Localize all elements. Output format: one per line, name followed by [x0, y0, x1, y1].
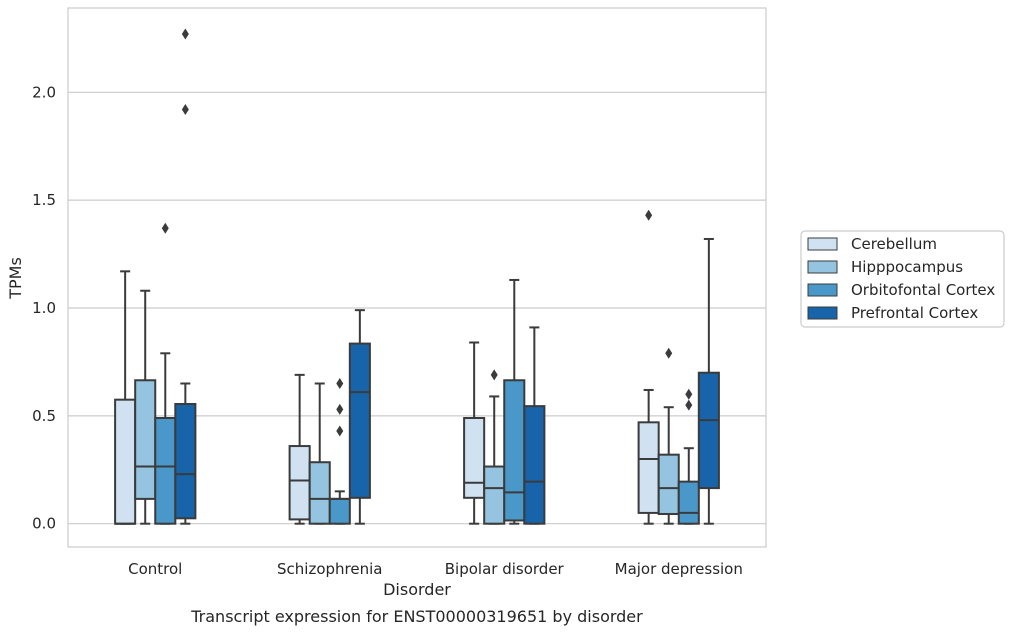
- box-orbitofontal-cortex: [677, 388, 700, 525]
- outlier-point: [336, 377, 344, 389]
- outlier-point: [161, 222, 169, 234]
- legend-label: Hipppocampus: [851, 258, 963, 276]
- box-hipppocampus: [483, 369, 506, 525]
- y-tick-label: 2.0: [32, 83, 56, 101]
- legend-label: Prefrontal Cortex: [851, 304, 978, 322]
- x-axis-ticks: Control Schizophrenia Bipolar disorder Majo…: [128, 560, 743, 578]
- legend-label: Orbitofontal Cortex: [851, 281, 995, 299]
- box-body: [174, 402, 197, 520]
- y-tick-label: 1.5: [32, 191, 56, 209]
- y-axis-ticks: 0.0 0.5 1.0 1.5 2.0: [32, 83, 56, 532]
- box-cerebellum: [114, 270, 137, 525]
- box-hipppocampus: [657, 347, 680, 525]
- box-orbitofontal-cortex: [328, 377, 351, 525]
- box-prefrontal-cortex: [348, 309, 371, 525]
- box-body: [657, 453, 680, 515]
- legend-swatch: [807, 306, 838, 320]
- box-prefrontal-cortex: [697, 237, 720, 525]
- x-axis-label: Disorder: [383, 580, 451, 599]
- legend-swatch: [807, 237, 838, 251]
- x-tick-label: Bipolar disorder: [445, 560, 565, 578]
- box-body: [348, 342, 371, 499]
- outlier-point: [336, 425, 344, 437]
- box-body: [463, 417, 486, 499]
- legend-label: Cerebellum: [851, 235, 937, 253]
- box-body: [637, 421, 660, 514]
- box-body: [328, 497, 351, 525]
- box-body: [523, 405, 546, 525]
- box-body: [134, 379, 157, 500]
- y-axis-label: TPMs: [6, 257, 25, 300]
- outlier-point: [181, 104, 189, 116]
- box-body: [114, 398, 137, 525]
- plot-area: [114, 28, 720, 525]
- legend-swatch: [807, 260, 838, 274]
- box-body: [483, 465, 506, 525]
- legend-frame: [800, 230, 1005, 328]
- chart-caption: Transcript expression for ENST0000031965…: [190, 607, 643, 626]
- legend: Cerebellum Hipppocampus Orbitofontal Corte…: [800, 230, 1005, 328]
- y-tick-label: 1.0: [32, 299, 56, 317]
- x-tick-label: Control: [128, 560, 182, 578]
- box-body: [697, 371, 720, 490]
- outlier-point: [645, 209, 653, 221]
- box-hipppocampus: [134, 289, 157, 525]
- outlier-point: [685, 399, 693, 411]
- box-body: [677, 480, 700, 525]
- box-cerebellum: [288, 373, 311, 525]
- y-tick-label: 0.5: [32, 407, 56, 425]
- x-tick-label: Major depression: [615, 560, 743, 578]
- box-orbitofontal-cortex: [503, 278, 526, 525]
- x-tick-label: Schizophrenia: [277, 560, 382, 578]
- outlier-point: [181, 28, 189, 40]
- box-body: [308, 461, 331, 525]
- box-body: [288, 445, 311, 521]
- box-body: [154, 417, 177, 525]
- y-tick-label: 0.0: [32, 515, 56, 533]
- plot-frame: [67, 7, 767, 548]
- box-hipppocampus: [308, 382, 331, 525]
- box-cerebellum: [463, 341, 486, 525]
- outlier-point: [490, 369, 498, 381]
- box-prefrontal-cortex: [523, 326, 546, 525]
- legend-swatch: [807, 283, 838, 297]
- outlier-point: [336, 403, 344, 415]
- outlier-point: [685, 388, 693, 400]
- box-body: [503, 379, 526, 522]
- box-orbitofontal-cortex: [154, 222, 177, 525]
- box-prefrontal-cortex: [174, 28, 197, 525]
- box-cerebellum: [637, 209, 660, 525]
- outlier-point: [665, 347, 673, 359]
